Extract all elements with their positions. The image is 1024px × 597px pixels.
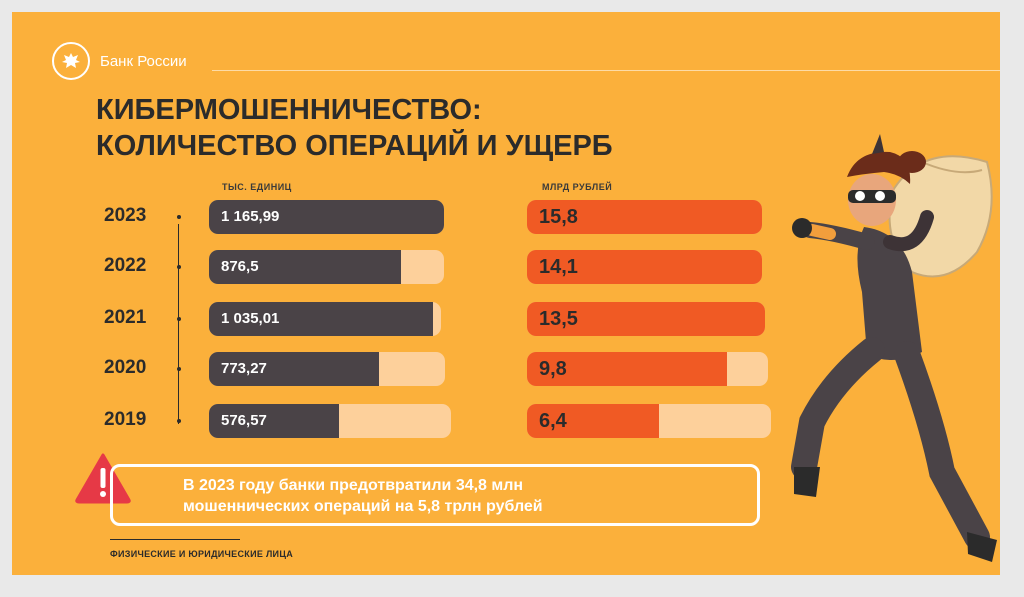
left-unit-label: ТЫС. ЕДИНИЦ: [222, 182, 292, 192]
bar-value-label: 1 035,01: [221, 310, 280, 327]
right-unit-label: МЛРД РУБЛЕЙ: [542, 182, 613, 192]
right-bar-track: 13,5: [527, 302, 765, 336]
bar-value-label: 773,27: [221, 360, 267, 377]
year-label: 2020: [104, 357, 147, 378]
right-bar-track: 14,1: [527, 250, 762, 284]
right-bar-track: 6,4: [527, 404, 771, 438]
page-title: КИБЕРМОШЕННИЧЕСТВО: КОЛИЧЕСТВО ОПЕРАЦИЙ …: [96, 92, 613, 164]
left-bar-track: 1 165,99: [209, 200, 444, 234]
timeline-dot: [177, 265, 181, 269]
bar-value-label: 14,1: [539, 256, 578, 278]
timeline-dot: [177, 215, 181, 219]
year-label: 2019: [104, 409, 147, 430]
callout-text: В 2023 году банки предотвратили 34,8 млн…: [183, 475, 543, 517]
timeline-dot: [177, 367, 181, 371]
bar-operations: [209, 200, 444, 234]
bar-damage: [527, 250, 762, 284]
bar-value-label: 876,5: [221, 258, 259, 275]
timeline-line: [178, 224, 179, 424]
left-bar-track: 876,5: [209, 250, 444, 284]
left-bar-track: 773,27: [209, 352, 445, 386]
right-bar-track: 9,8: [527, 352, 768, 386]
bar-value-label: 1 165,99: [221, 208, 280, 225]
bar-operations: [209, 250, 402, 284]
callout-line-1: В 2023 году банки предотвратили 34,8 млн: [183, 477, 524, 494]
bar-operations: [209, 404, 340, 438]
infographic-slide: Банк России КИБЕРМОШЕННИЧЕСТВО: КОЛИЧЕСТ…: [12, 12, 1000, 575]
eagle-emblem-icon: [52, 42, 90, 80]
bar-damage: [527, 200, 762, 234]
bar-damage: [527, 404, 660, 438]
bar-value-label: 15,8: [539, 206, 578, 228]
bar-damage: [527, 352, 728, 386]
logo-text: Банк России: [100, 52, 187, 70]
bar-operations: [209, 352, 380, 386]
left-bar-track: 576,57: [209, 404, 451, 438]
warning-icon: [74, 452, 132, 509]
left-bar-track: 1 035,01: [209, 302, 441, 336]
header-divider: [212, 70, 1000, 71]
bar-operations: [209, 302, 434, 336]
bar-value-label: 576,57: [221, 412, 267, 429]
right-bar-track: 15,8: [527, 200, 762, 234]
bar-value-label: 13,5: [539, 308, 578, 330]
footnote-divider: [110, 539, 240, 540]
year-label: 2021: [104, 307, 147, 328]
bank-logo: Банк России: [52, 42, 187, 80]
timeline-dot: [177, 317, 181, 321]
timeline-dot: [177, 419, 181, 423]
bar-value-label: 9,8: [539, 358, 567, 380]
bar-damage: [527, 302, 765, 336]
bar-value-label: 6,4: [539, 410, 567, 432]
footnote: ФИЗИЧЕСКИЕ И ЮРИДИЧЕСКИЕ ЛИЦА: [110, 549, 293, 559]
year-label: 2023: [104, 205, 147, 226]
year-label: 2022: [104, 255, 147, 276]
title-line-2: КОЛИЧЕСТВО ОПЕРАЦИЙ И УЩЕРБ: [96, 130, 613, 162]
callout-line-2: мошеннических операций на 5,8 трлн рубле…: [183, 498, 543, 515]
title-line-1: КИБЕРМОШЕННИЧЕСТВО:: [96, 94, 482, 126]
callout-box: В 2023 году банки предотвратили 34,8 млн…: [110, 464, 760, 526]
thief-illustration: [772, 122, 1000, 575]
